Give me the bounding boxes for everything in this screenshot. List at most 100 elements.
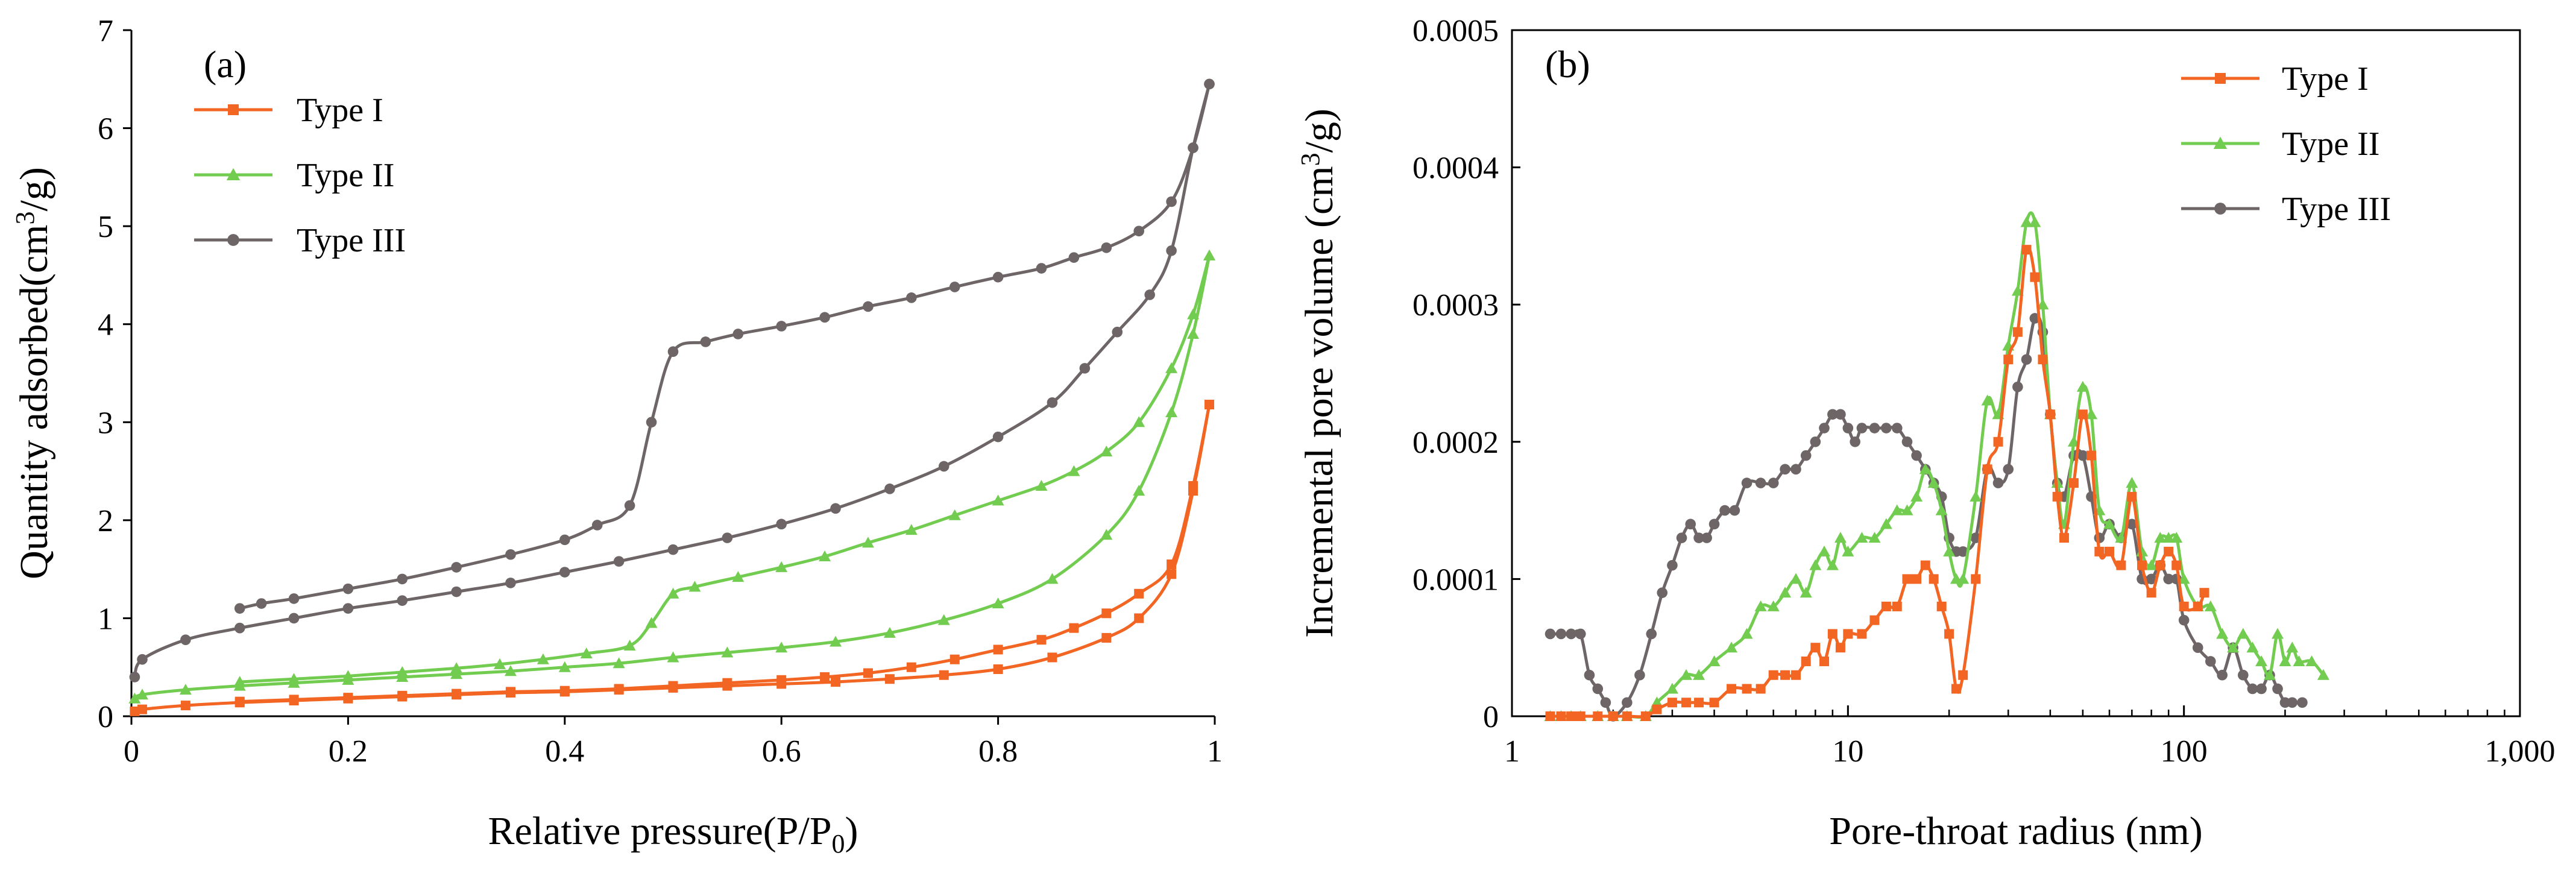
data-point (505, 687, 515, 697)
data-point (1857, 629, 1867, 639)
data-point (1891, 504, 1903, 515)
data-point (2021, 245, 2032, 255)
data-point (1856, 532, 1868, 543)
data-point (2287, 697, 2298, 708)
y-tick-label: 0.0003 (1412, 288, 1499, 323)
data-point (559, 534, 570, 546)
data-point (1101, 242, 1112, 253)
data-point (623, 639, 636, 651)
data-point (558, 661, 571, 672)
data-point (906, 662, 916, 672)
desorption-line (239, 83, 1211, 610)
data-point (1134, 613, 1144, 623)
data-point (1901, 436, 1913, 447)
data-point (993, 645, 1003, 655)
data-point (2059, 533, 2069, 543)
desorption-line (239, 404, 1211, 704)
data-point (2255, 655, 2268, 666)
data-point (776, 321, 787, 332)
data-point (1929, 574, 1939, 584)
data-point (1827, 409, 1838, 420)
data-point (2068, 478, 2079, 488)
data-point (1919, 463, 1932, 474)
series-type-iii (129, 78, 1215, 682)
data-point (2216, 628, 2229, 639)
x-axis-label: Pore-throat radius (nm) (1829, 809, 2203, 853)
data-point (1144, 289, 1155, 300)
data-point (667, 587, 679, 599)
data-point (559, 685, 570, 696)
data-point (1944, 629, 1954, 639)
data-point (667, 346, 679, 358)
data-point (1842, 545, 1854, 556)
y-tick-label: 6 (98, 112, 113, 147)
data-point (992, 494, 1004, 506)
data-point (700, 336, 711, 347)
data-point (1584, 669, 1595, 681)
data-point (1708, 518, 1720, 530)
data-point (559, 567, 570, 578)
data-point (1204, 78, 1215, 90)
data-point (1709, 698, 1719, 708)
data-point (2029, 216, 2041, 227)
data-point (949, 654, 960, 664)
data-point (948, 509, 961, 520)
y-tick-label: 0 (98, 700, 113, 734)
data-point (1800, 587, 1812, 598)
panel-a-chart: 0 0.2 0.4 0.6 0.8 1 0 1 2 3 4 5 6 7 Relative pressure(… (10, 14, 1223, 859)
data-point (1780, 464, 1790, 475)
data-point (1957, 546, 1968, 557)
data-point (2263, 669, 2276, 680)
data-point (1755, 477, 1766, 488)
data-point (342, 583, 354, 594)
data-point (235, 696, 245, 707)
data-point (1901, 504, 1913, 515)
data-point (450, 668, 463, 679)
data-point (1100, 529, 1113, 540)
data-point (667, 651, 679, 663)
data-point (1046, 573, 1059, 584)
data-point (884, 674, 895, 684)
data-point (580, 647, 593, 658)
x-tick-label: 1 (1504, 734, 1520, 769)
data-point (1165, 362, 1178, 373)
data-point (1047, 652, 1057, 663)
data-point (1188, 481, 1198, 491)
adsorption-line (134, 404, 1211, 713)
legend: Type I Type II Type III (2181, 60, 2391, 228)
data-point (1079, 363, 1091, 374)
data-point (1667, 559, 1678, 571)
series-line (1550, 211, 2325, 719)
data-point (342, 603, 354, 614)
data-point (1566, 711, 1576, 721)
x-tick-label: 0.2 (329, 734, 368, 769)
data-point (883, 626, 896, 638)
data-point (614, 684, 624, 694)
data-point (721, 646, 734, 658)
data-point (1856, 423, 1868, 433)
x-tick-label: 1 (1207, 734, 1223, 769)
data-point (993, 664, 1003, 674)
x-tick-label: 0 (124, 734, 139, 769)
data-point (775, 561, 788, 572)
data-point (1810, 643, 1821, 653)
data-point (2038, 355, 2048, 365)
data-point (130, 706, 140, 716)
data-point (2272, 628, 2284, 639)
x-tick-label: 1,000 (2485, 734, 2556, 769)
data-point (1666, 682, 1678, 694)
data-point (2192, 642, 2203, 653)
data-point (2021, 354, 2032, 365)
y-axis-label-end: /g) (12, 167, 56, 211)
series-type-ii (128, 249, 1216, 704)
data-point (1912, 574, 1922, 584)
data-point (1708, 655, 1721, 666)
y-tick-label: 0.0005 (1412, 14, 1499, 48)
legend-marker (226, 168, 241, 180)
legend-label: Type I (297, 92, 383, 129)
data-point (1036, 263, 1047, 274)
data-point (2036, 298, 2049, 310)
data-point (2305, 655, 2318, 666)
data-point (1608, 711, 1618, 721)
y-tick-label: 1 (98, 602, 113, 636)
